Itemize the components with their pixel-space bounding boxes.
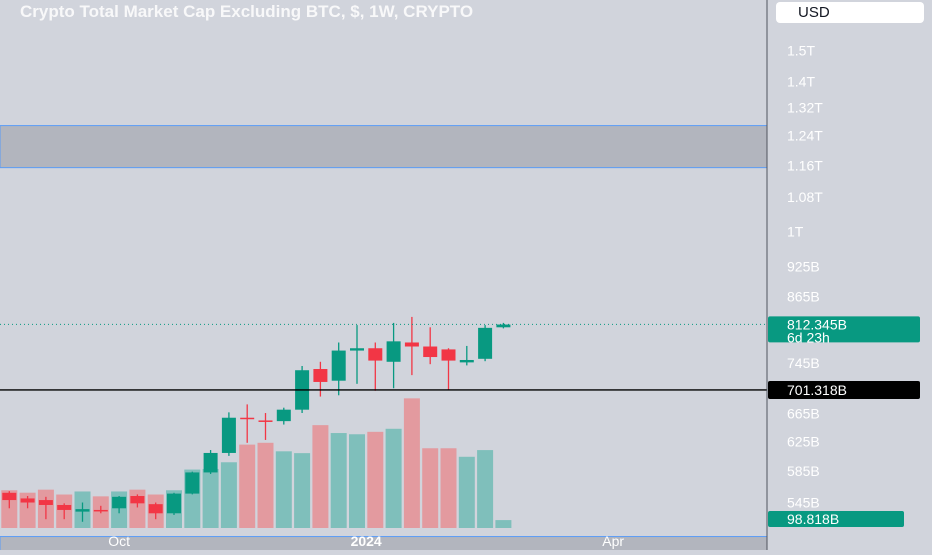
volume-bar — [422, 448, 439, 528]
level-price-label: 701.318B — [787, 382, 847, 398]
volume-bar — [294, 453, 311, 528]
candle-body — [368, 348, 383, 361]
candle-body — [221, 417, 236, 453]
candle-body — [478, 327, 493, 359]
price-tick-label: 585B — [787, 463, 820, 479]
volume-bar — [257, 442, 274, 528]
price-zone-1 — [0, 125, 767, 169]
volume-bar — [367, 431, 384, 528]
volume-bar — [495, 520, 512, 528]
price-tick-label: 1.24T — [787, 128, 823, 144]
volume-bar — [220, 462, 237, 528]
volume-bar — [477, 450, 494, 528]
price-tick-label: 1.32T — [787, 100, 823, 116]
last-price-badge — [768, 316, 920, 343]
candle-body — [258, 420, 273, 422]
candle-body — [38, 500, 53, 505]
candle-body — [93, 509, 108, 512]
level-price-badge — [768, 380, 920, 399]
candle-body — [386, 341, 401, 362]
candle-body — [240, 417, 255, 420]
candle-body — [2, 492, 17, 501]
price-zone-2 — [0, 536, 767, 550]
candle-body — [203, 452, 218, 473]
price-tick-label: 1.08T — [787, 189, 823, 205]
volume-layer — [1, 398, 512, 528]
currency-selector-button[interactable]: USD — [776, 2, 924, 23]
price-tick-label: 925B — [787, 258, 820, 274]
candle-body — [404, 342, 419, 347]
price-tick-label: 625B — [787, 433, 820, 449]
candle-body — [75, 509, 90, 512]
price-tick-label: 665B — [787, 406, 820, 422]
zones-layer — [0, 125, 767, 550]
volume-bar — [385, 428, 402, 528]
time-tick-label: Oct — [108, 533, 130, 549]
candle-body — [423, 346, 438, 358]
chart-title: Crypto Total Market Cap Excluding BTC, $… — [20, 2, 473, 21]
candle-body — [112, 496, 127, 509]
candle-body — [276, 409, 291, 422]
candle-countdown-label: 6d 23h — [787, 329, 830, 345]
time-tick-label: 2024 — [351, 533, 382, 549]
candle-body — [350, 348, 364, 351]
candle-body — [441, 349, 456, 361]
volume-bar — [440, 448, 457, 528]
price-tick-label: 1.16T — [787, 157, 823, 173]
candle-layer — [2, 316, 511, 522]
price-tick-label: 745B — [787, 355, 820, 371]
candle-body — [57, 504, 72, 510]
price-axis-background[interactable] — [767, 0, 932, 550]
volume-bar — [458, 456, 475, 528]
volume-bar — [349, 434, 365, 528]
volume-label: 98.818B — [787, 511, 839, 527]
candle-body — [185, 472, 200, 494]
price-tick-label: 865B — [787, 288, 820, 304]
candle-body — [496, 324, 511, 328]
candle-body — [130, 496, 145, 504]
volume-bar — [202, 468, 219, 528]
last-price-label: 812.345B — [787, 316, 847, 332]
volume-badge — [768, 511, 904, 527]
price-axis-labels: 1.5T 1.4T 1.32T 1.24T 1.16T 1.08T 1T 925B 865B 74… — [787, 43, 823, 511]
candle-body — [331, 350, 346, 381]
candle-body — [167, 493, 181, 514]
candle-body — [148, 504, 163, 514]
candle-body — [459, 359, 474, 363]
time-tick-label: Apr — [602, 533, 624, 549]
time-axis-labels: Oct 2024 Apr — [108, 533, 624, 549]
volume-bar — [239, 444, 256, 528]
volume-bar — [330, 433, 347, 528]
volume-bar — [312, 425, 329, 528]
volume-bar — [275, 451, 292, 528]
price-tick-label: 1.5T — [787, 43, 815, 59]
candle-body — [20, 498, 35, 503]
price-tick-label: 1.4T — [787, 73, 815, 89]
candle-body — [313, 369, 328, 382]
price-tick-label: 545B — [787, 495, 820, 511]
volume-bar — [403, 398, 420, 528]
price-tick-label: 1T — [787, 224, 804, 240]
